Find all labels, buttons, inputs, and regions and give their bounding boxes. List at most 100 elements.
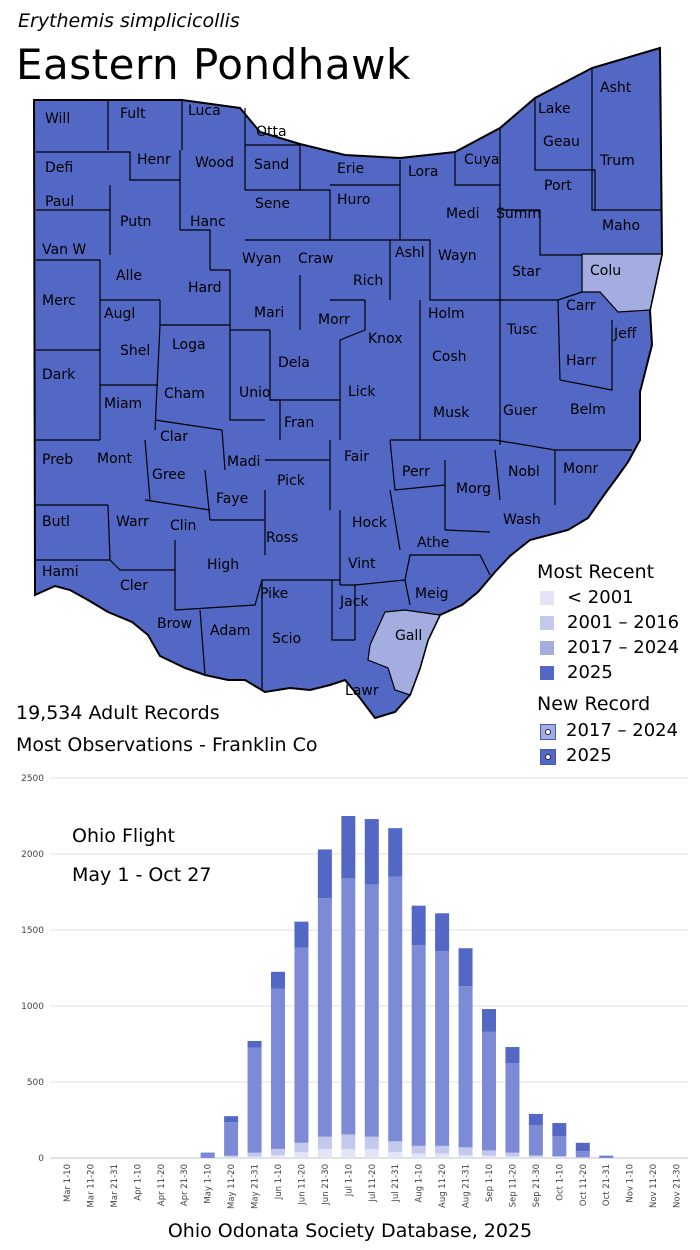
county-label: Hard <box>188 280 222 296</box>
county-label: Paul <box>45 194 74 210</box>
bar-segment <box>482 1150 496 1156</box>
county-label: Fair <box>344 449 369 465</box>
county-label: Van W <box>42 242 86 258</box>
county-label: Fult <box>120 106 146 122</box>
county-label: Port <box>544 178 572 194</box>
bar-segment <box>341 1134 356 1149</box>
county-label: Augl <box>104 306 135 322</box>
bar-segment <box>411 1145 426 1154</box>
county-label: Adam <box>210 623 250 639</box>
x-tick-label: Jul 1-10 <box>344 1164 354 1197</box>
county-label: Guer <box>503 403 537 419</box>
bar-segment <box>575 1142 590 1152</box>
new-record-title: New Record <box>537 693 651 715</box>
county-border <box>180 229 211 270</box>
county-label: Fran <box>284 415 314 431</box>
county-label: Monr <box>563 461 599 477</box>
legend-label: 2017 – 2024 <box>567 637 680 658</box>
y-tick-label: 2000 <box>21 850 44 860</box>
legend-swatch <box>540 616 554 630</box>
county-label: Pick <box>277 473 306 489</box>
county-border <box>331 580 355 641</box>
legend-swatch <box>540 591 554 605</box>
source-credit: Ohio Odonata Society Database, 2025 <box>167 1220 533 1242</box>
county-label: Brow <box>157 616 192 632</box>
bar-segment <box>435 1153 450 1158</box>
bar-segment <box>482 1009 496 1032</box>
county-label: Cuya <box>464 152 500 168</box>
y-tick-label: 500 <box>27 1078 44 1088</box>
county-map: Will Fult Luca Otta Lake Asht Defi Henr Wood Sand… <box>32 46 664 720</box>
county-label: Madi <box>227 454 260 470</box>
county-label: Rich <box>353 273 383 289</box>
county-border <box>494 449 501 501</box>
county-label: Wayn <box>438 248 477 264</box>
bar-segment <box>224 1116 239 1123</box>
bar-segment <box>435 913 450 952</box>
x-tick-label: Sep 11-20 <box>508 1164 518 1207</box>
county-label: Wood <box>195 155 234 171</box>
county-border <box>354 554 491 586</box>
bar-segment <box>247 1152 262 1157</box>
county-label: Dela <box>278 355 310 371</box>
county-label: Geau <box>543 134 580 150</box>
x-tick-label: Nov 1-10 <box>626 1164 636 1203</box>
bar-segment <box>224 1157 239 1158</box>
county-border <box>154 324 161 431</box>
county-border <box>500 209 582 256</box>
x-tick-label: Aug 11-20 <box>438 1164 448 1208</box>
county-label: Will <box>45 111 70 127</box>
bar-segment <box>411 1153 426 1158</box>
x-tick-label: Aug 21-31 <box>462 1164 472 1208</box>
x-tick-label: Mar 21-31 <box>110 1164 120 1207</box>
county-border <box>174 579 340 611</box>
y-axis: 0 500 1000 1500 2000 2500 <box>21 774 44 1164</box>
bar-segment <box>388 1151 403 1158</box>
bar-segment <box>458 948 473 987</box>
county-label: Hami <box>42 564 79 580</box>
x-tick-label: Oct 11-20 <box>579 1164 589 1206</box>
x-tick-label: May 21-31 <box>251 1164 261 1209</box>
county-border <box>154 419 226 471</box>
x-tick-label: Oct 1-10 <box>555 1164 565 1201</box>
x-tick-label: Oct 21-31 <box>602 1164 612 1206</box>
county-border <box>339 300 366 375</box>
county-label: Gree <box>152 467 186 483</box>
y-tick-label: 1500 <box>21 926 44 936</box>
bar-segment <box>271 971 285 989</box>
county-label: Dark <box>42 367 76 383</box>
county-label: Cler <box>120 578 148 594</box>
county-label: Defi <box>45 160 73 176</box>
county-border <box>229 330 265 421</box>
bar-segment <box>482 1031 496 1151</box>
y-tick-label: 2500 <box>21 774 44 784</box>
bar-segment <box>294 1142 309 1152</box>
species-title: Eastern Pondhawk <box>16 40 411 89</box>
scientific-name: Erythemis simplicicollis <box>18 10 240 32</box>
x-tick-label: Sep 21-30 <box>532 1164 542 1207</box>
bar-segment <box>458 1154 473 1158</box>
county-label: Vint <box>348 556 376 572</box>
bar-segment <box>364 1136 379 1149</box>
x-tick-label: Aug 1-10 <box>415 1164 425 1203</box>
bar-segment <box>435 951 450 1146</box>
county-border <box>444 529 491 533</box>
county-border <box>107 504 111 561</box>
county-border <box>390 239 500 301</box>
new-record-label: 2017 – 2024 <box>566 720 679 741</box>
x-tick-label: Jun 11-20 <box>297 1164 307 1206</box>
x-tick-label: Jun 1-10 <box>274 1164 284 1200</box>
legend-title: Most Recent <box>537 561 655 583</box>
county-label: Lora <box>408 164 438 180</box>
county-label: Cham <box>164 386 205 402</box>
county-label: Wash <box>503 512 541 528</box>
county-border <box>559 320 613 391</box>
county-label: Morr <box>318 312 350 328</box>
x-tick-label: Nov 21-30 <box>673 1164 683 1208</box>
county-label: Wyan <box>242 251 281 267</box>
legend-swatch <box>540 641 554 655</box>
county-label: Maho <box>602 218 640 234</box>
bar-segment <box>552 1156 567 1158</box>
county-label: Morg <box>456 481 491 497</box>
